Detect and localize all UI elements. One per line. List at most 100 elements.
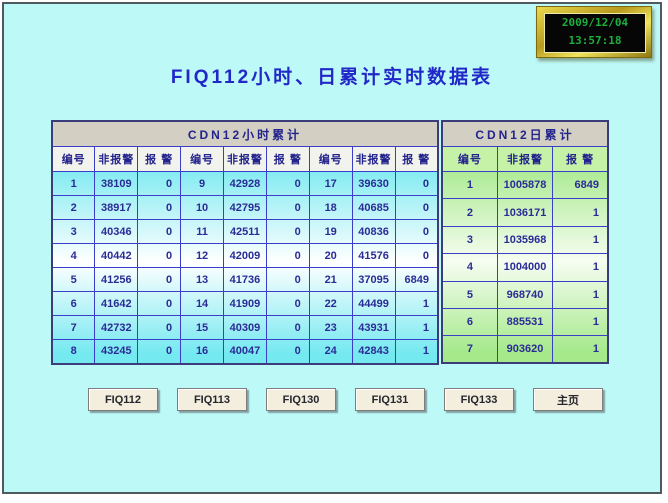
table-cell: 13 xyxy=(180,267,224,292)
table-cell: 1 xyxy=(552,307,609,337)
table-cell: 41736 xyxy=(223,267,267,292)
table-cell: 0 xyxy=(137,339,182,364)
hmi-screen: 2009/12/04 13:57:18 FIQ112小时、日累计实时数据表 CD… xyxy=(2,2,662,494)
table-cell: 0 xyxy=(394,243,439,268)
table-cell: 1 xyxy=(552,198,609,227)
column-header: 编号 xyxy=(51,146,96,172)
table-cell: 42511 xyxy=(223,219,267,244)
table-cell: 1 xyxy=(51,171,96,196)
table-cell: 6 xyxy=(51,291,96,316)
hourly-table-title-row: CDN12小时累计 xyxy=(51,120,439,147)
table-cell: 3 xyxy=(441,225,498,255)
table-cell: 1035968 xyxy=(496,225,554,255)
clock-time: 13:57:18 xyxy=(568,34,622,48)
table-cell: 4 xyxy=(51,243,96,268)
table-cell: 23 xyxy=(308,315,353,340)
table-cell: 21 xyxy=(308,267,353,292)
table-cell: 0 xyxy=(137,171,182,196)
daily-accumulation-table: CDN12日累计 编号 非报警报 警 1 1005878 6849 2 1036171 1 3… xyxy=(441,120,609,365)
daily-table-head: CDN12日累计 编号 非报警报 警 xyxy=(441,120,609,172)
table-cell: 1 xyxy=(552,225,609,255)
table-cell: 1005878 xyxy=(496,170,554,200)
table-cell: 0 xyxy=(137,267,182,292)
table-cell: 1 xyxy=(394,339,439,364)
table-cell: 0 xyxy=(137,291,182,316)
table-cell: 10 xyxy=(180,195,224,220)
table-cell: 3 xyxy=(51,219,96,244)
table-row: 4 40442 0 12 42009 0 20 41576 0 xyxy=(51,243,439,268)
table-cell: 7 xyxy=(51,315,96,340)
table-cell: 41909 xyxy=(223,291,267,316)
table-cell: 7 xyxy=(441,335,498,364)
nav-button-fiq131[interactable]: FIQ131 xyxy=(355,388,425,411)
table-row: 6 885531 1 xyxy=(441,307,609,337)
table-cell: 1 xyxy=(441,170,498,200)
table-cell: 6849 xyxy=(394,267,439,292)
table-cell: 1 xyxy=(552,280,609,309)
page-title: FIQ112小时、日累计实时数据表 xyxy=(170,67,494,88)
table-row: 4 1004000 1 xyxy=(441,253,609,282)
table-row: 7 42732 0 15 40309 0 23 43931 1 xyxy=(51,315,439,340)
nav-button-fiq113[interactable]: FIQ113 xyxy=(177,388,247,411)
table-cell: 38917 xyxy=(94,195,139,220)
table-row: 1 1005878 6849 xyxy=(441,170,609,200)
table-cell: 43931 xyxy=(351,315,396,340)
table-cell: 42843 xyxy=(351,339,396,364)
daily-table-title: CDN12日累计 xyxy=(441,120,609,147)
table-cell: 0 xyxy=(265,243,310,268)
table-cell: 44499 xyxy=(351,291,396,316)
hourly-table-title: CDN12小时累计 xyxy=(51,120,439,147)
column-header: 非报警 xyxy=(351,146,396,172)
table-row: 5 41256 0 13 41736 0 21 37095 6849 xyxy=(51,267,439,292)
table-cell: 1004000 xyxy=(496,253,554,282)
table-cell: 1 xyxy=(394,291,439,316)
table-row: 2 38917 0 10 42795 0 18 40685 0 xyxy=(51,195,439,220)
table-row: 3 1035968 1 xyxy=(441,225,609,255)
table-cell: 0 xyxy=(265,315,310,340)
nav-button-fiq133[interactable]: FIQ133 xyxy=(444,388,514,411)
table-cell: 1 xyxy=(552,335,609,364)
column-header: 报 警 xyxy=(265,146,310,172)
table-row: 2 1036171 1 xyxy=(441,198,609,227)
table-cell: 1 xyxy=(552,253,609,282)
table-cell: 24 xyxy=(308,339,353,364)
navigation-buttons: FIQ112 FIQ113 FIQ130 FIQ131 FIQ133 主页 xyxy=(88,388,603,411)
column-header: 非报警 xyxy=(94,146,139,172)
table-cell: 0 xyxy=(137,243,182,268)
table-cell: 0 xyxy=(137,219,182,244)
table-cell: 42009 xyxy=(223,243,267,268)
table-cell: 40309 xyxy=(223,315,267,340)
table-cell: 0 xyxy=(265,267,310,292)
column-header: 报 警 xyxy=(137,146,182,172)
table-cell: 37095 xyxy=(351,267,396,292)
nav-button-fiq130[interactable]: FIQ130 xyxy=(266,388,336,411)
daily-table-body: 1 1005878 6849 2 1036171 1 3 1035968 1 4 1004000 1 5… xyxy=(441,170,609,364)
table-cell: 40442 xyxy=(94,243,139,268)
table-cell: 2 xyxy=(51,195,96,220)
table-cell: 20 xyxy=(308,243,353,268)
table-row: 6 41642 0 14 41909 0 22 44499 1 xyxy=(51,291,439,316)
table-cell: 41642 xyxy=(94,291,139,316)
table-cell: 0 xyxy=(137,195,182,220)
table-cell: 0 xyxy=(265,339,310,364)
column-header: 编号 xyxy=(180,146,224,172)
table-cell: 12 xyxy=(180,243,224,268)
daily-table-header-row: 编号 非报警报 警 xyxy=(441,146,609,172)
column-header: 编号 xyxy=(441,146,498,172)
table-cell: 42795 xyxy=(223,195,267,220)
table-cell: 40346 xyxy=(94,219,139,244)
table-cell: 968740 xyxy=(496,280,554,309)
table-cell: 0 xyxy=(265,291,310,316)
table-cell: 41576 xyxy=(351,243,396,268)
hourly-accumulation-table: CDN12小时累计 编号 非报警报 警编号 非报警报 警编号 非报警报 警 1 3810… xyxy=(51,120,439,365)
table-cell: 38109 xyxy=(94,171,139,196)
hourly-table-body: 1 38109 0 9 42928 0 17 39630 0 2 38917 0 10 42795 0 18 4… xyxy=(51,171,439,364)
nav-button-fiq112[interactable]: FIQ112 xyxy=(88,388,158,411)
table-cell: 2 xyxy=(441,198,498,227)
table-cell: 903620 xyxy=(496,335,554,364)
table-cell: 0 xyxy=(137,315,182,340)
column-header: 非报警 xyxy=(223,146,267,172)
table-cell: 40047 xyxy=(223,339,267,364)
clock-screen: 2009/12/04 13:57:18 xyxy=(544,13,646,53)
nav-button-home[interactable]: 主页 xyxy=(533,388,603,411)
